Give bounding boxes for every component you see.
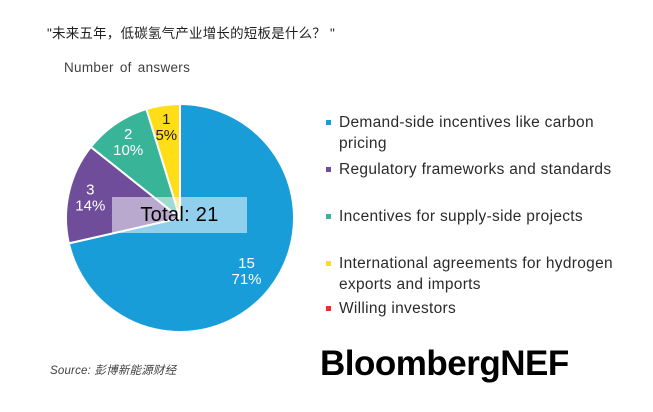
pie-slice [145, 103, 181, 219]
slice-label: 2 10% [113, 126, 143, 159]
total-label: Total: 21 [140, 203, 219, 226]
source-note: Source: 彭博新能源财经 [50, 365, 177, 377]
legend-item: Incentives for supply-side projects [326, 206, 624, 227]
legend-marker-icon [326, 120, 331, 125]
legend-marker-icon [326, 167, 331, 172]
legend-label: International agreements for hydrogen ex… [339, 255, 613, 293]
legend-marker-icon [326, 261, 331, 266]
legend-label: Willing investors [339, 300, 457, 317]
legend-label: Demand-side incentives like carbon prici… [339, 114, 594, 152]
legend-item: Demand-side incentives like carbon prici… [326, 112, 624, 154]
chart-title: "未来五年，低碳氢气产业增长的短板是什么？ " [47, 26, 335, 41]
total-overlay-box: Total: 21 [112, 197, 247, 233]
chart-subtitle: Number of answers [64, 60, 191, 75]
legend-item: International agreements for hydrogen ex… [326, 253, 624, 295]
legend-label: Regulatory frameworks and standards [339, 161, 612, 178]
legend-item: Regulatory frameworks and standards [326, 159, 624, 180]
legend-marker-icon [326, 306, 331, 311]
slice-label: 15 71% [231, 255, 261, 288]
legend-label: Incentives for supply-side projects [339, 208, 583, 225]
legend-item: Willing investors [326, 298, 624, 319]
slice-label: 1 5% [155, 111, 177, 144]
bloombergnef-logo: BloombergNEF [320, 344, 569, 383]
slice-label: 3 14% [75, 182, 105, 215]
legend-marker-icon [326, 214, 331, 219]
